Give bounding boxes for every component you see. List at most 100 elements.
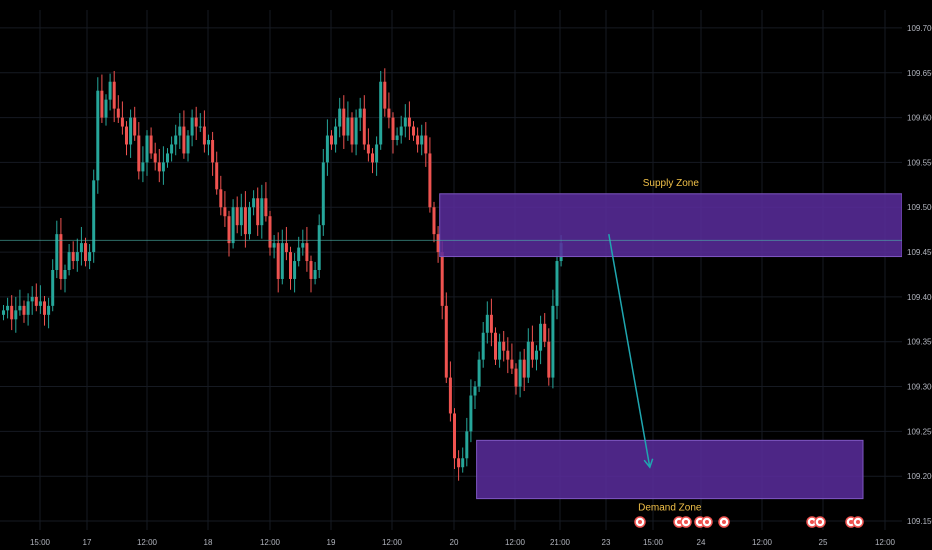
candle (194, 106, 198, 140)
candle (182, 110, 186, 159)
event-flag-icon[interactable] (806, 516, 818, 528)
candle-body (79, 243, 83, 253)
event-flag-icon[interactable] (718, 516, 730, 528)
candle (71, 241, 75, 270)
price-tick-label: 109.500 (907, 203, 932, 212)
candle (170, 136, 174, 162)
candle-body (432, 207, 436, 235)
candle (223, 191, 227, 227)
candle-body (284, 243, 288, 253)
demand-zone-box[interactable] (476, 439, 864, 500)
candle-body (535, 350, 538, 360)
candle-body (448, 377, 452, 414)
price-axis[interactable]: 109.700 109.650 109.600 109.550 109.500 109.4… (902, 0, 932, 550)
candle (494, 327, 497, 366)
candle-body (243, 207, 247, 235)
event-flag-icon[interactable] (701, 516, 713, 528)
candle (465, 417, 469, 467)
time-tick-label: 15:00 (30, 538, 51, 547)
event-flag-icon-dot (698, 520, 702, 524)
candle-body (145, 135, 149, 163)
candle-body (47, 305, 51, 315)
candle (34, 283, 38, 312)
candle (120, 101, 124, 135)
price-tick-label: 109.150 (907, 517, 932, 526)
event-flag-icon[interactable] (852, 516, 864, 528)
candle-body (346, 117, 350, 136)
candle (535, 345, 538, 371)
candle (137, 122, 141, 180)
event-flag-icon[interactable] (634, 516, 646, 528)
candle-body (268, 216, 272, 248)
event-markers[interactable] (634, 516, 864, 528)
candle (51, 259, 55, 312)
price-tick-label: 109.600 (907, 114, 932, 123)
candle-body (22, 305, 26, 315)
supply-zone-box[interactable] (439, 193, 903, 258)
candle-body (301, 243, 305, 248)
candle-body (440, 252, 444, 306)
candle (202, 110, 206, 153)
candle-body (157, 162, 161, 172)
candle-body (116, 108, 120, 118)
zones: Supply Zone Demand Zone (439, 178, 903, 514)
candle (518, 351, 522, 398)
candle (362, 95, 366, 150)
price-tick-label: 109.550 (907, 158, 932, 167)
candle (75, 238, 79, 272)
candle-body (55, 234, 59, 270)
event-flag-icon[interactable] (680, 516, 692, 528)
candle-body (194, 117, 198, 127)
candle (551, 289, 555, 389)
candle (412, 121, 415, 141)
candle-body (502, 341, 506, 351)
candle (2, 304, 5, 321)
price-tick-label: 109.300 (907, 383, 932, 392)
time-tick-label: 12:00 (875, 538, 896, 547)
candle (391, 112, 395, 154)
candle (313, 261, 317, 285)
candle (289, 246, 292, 290)
time-axis[interactable]: 15:00 17 12:00 18 12:00 19 12:00 20 12:00 21:00 23… (30, 538, 896, 547)
arrow-head (643, 458, 654, 469)
arrow-shaft[interactable] (608, 234, 651, 468)
price-tick-label: 109.700 (907, 24, 932, 33)
candle (112, 70, 116, 123)
event-flag-icon[interactable] (814, 516, 826, 528)
arrow-annotation (608, 234, 654, 469)
candle-body (551, 305, 555, 378)
candle (330, 130, 333, 150)
event-flag-icon-dot (677, 520, 681, 524)
candle (227, 210, 231, 257)
candle-body (211, 140, 215, 163)
candle-body (444, 305, 448, 378)
event-flag-icon-dot (856, 520, 860, 524)
candle-body (407, 117, 411, 127)
candle (321, 148, 325, 236)
candle (18, 289, 22, 316)
candle-body (289, 252, 292, 279)
candle-body (252, 198, 256, 208)
candle (502, 330, 506, 362)
candle (26, 293, 30, 326)
candle-body (358, 108, 362, 118)
candle-body (161, 162, 165, 172)
candle (457, 450, 461, 481)
candle-body (465, 431, 469, 459)
candle (485, 301, 489, 344)
candle (67, 244, 71, 276)
candle-body (338, 108, 342, 127)
candle-body (334, 126, 338, 145)
candle (399, 115, 403, 144)
candle (375, 136, 379, 176)
event-flag-icon-dot (705, 520, 709, 524)
candle (383, 68, 387, 117)
candle-body (457, 458, 461, 468)
candle (453, 408, 456, 470)
candle-body (223, 207, 227, 217)
time-tick-label: 24 (697, 538, 706, 547)
candle-body (383, 81, 387, 109)
candle (276, 232, 280, 293)
time-tick-label: 19 (327, 538, 336, 547)
